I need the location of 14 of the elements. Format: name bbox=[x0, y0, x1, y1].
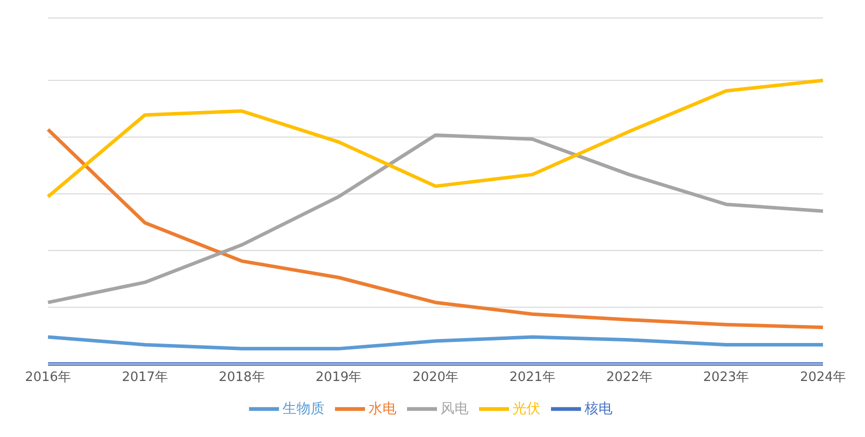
x-tick-label: 2017年 bbox=[122, 370, 168, 386]
legend-label: 核电 bbox=[584, 400, 612, 417]
x-tick-label: 2018年 bbox=[218, 370, 265, 386]
legend-label: 水电 bbox=[368, 400, 396, 417]
x-tick-label: 2019年 bbox=[316, 370, 362, 386]
x-tick-label: 2023年 bbox=[703, 370, 750, 386]
x-tick-label: 2016年 bbox=[24, 370, 72, 386]
x-tick-label: 2024年 bbox=[800, 370, 846, 386]
legend-label: 生物质 bbox=[282, 400, 324, 417]
x-tick-label: 2021年 bbox=[509, 370, 556, 386]
legend-label: 风电 bbox=[440, 400, 468, 417]
x-tick-label: 2022年 bbox=[606, 370, 652, 386]
legend-label: 光伏 bbox=[512, 400, 540, 417]
x-tick-label: 2020年 bbox=[412, 370, 459, 386]
